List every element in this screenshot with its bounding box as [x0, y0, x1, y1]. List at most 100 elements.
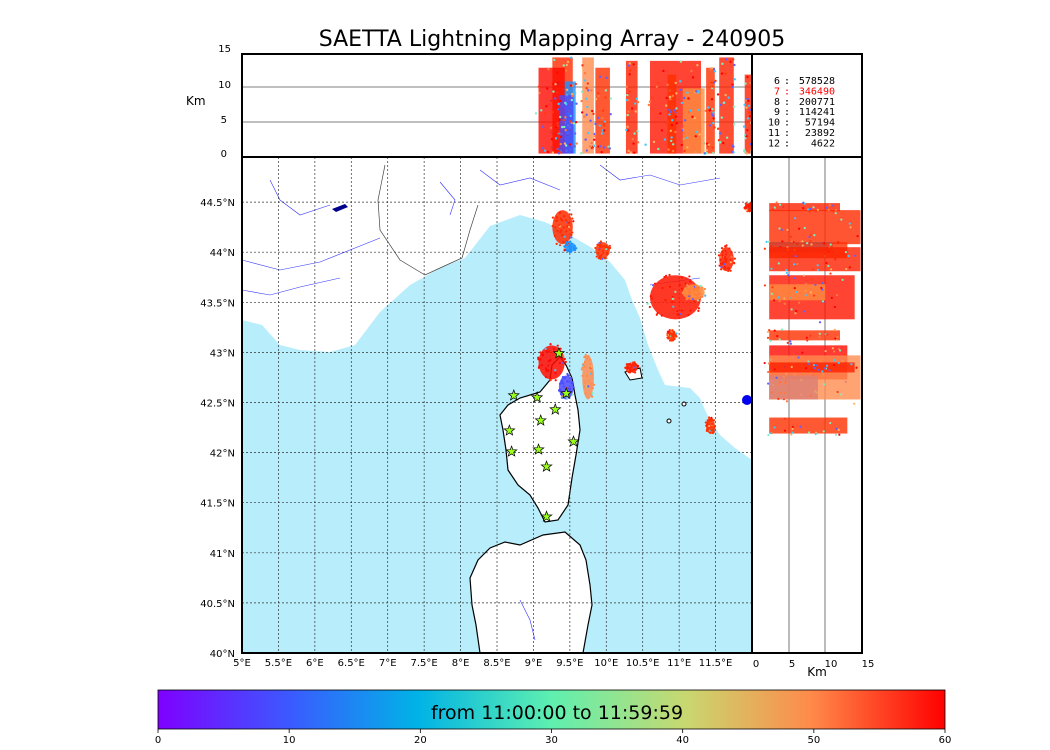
- lightning-source-point: [717, 254, 721, 257]
- side-source-point: [820, 286, 823, 290]
- lightning-source-point: [744, 202, 747, 205]
- side-source-point: [821, 300, 825, 303]
- altitude-source-point: [543, 149, 547, 152]
- lightning-source-point: [676, 310, 679, 313]
- altitude-source-point: [537, 85, 541, 88]
- altitude-source-point: [592, 144, 596, 148]
- altitude-source-point: [686, 146, 689, 149]
- lightning-source-point: [566, 396, 569, 400]
- altitude-source-point: [563, 125, 566, 129]
- lightning-source-point: [709, 418, 712, 422]
- lightning-source-point: [591, 392, 594, 395]
- lightning-source-point: [703, 287, 706, 291]
- station-star: [507, 389, 520, 401]
- altitude-source-point: [669, 98, 672, 101]
- lightning-source-point: [648, 305, 651, 309]
- lightning-source-point: [719, 262, 722, 265]
- lightning-source-point: [567, 225, 571, 229]
- altitude-source-point: [731, 83, 734, 86]
- side-source-point: [818, 321, 822, 324]
- altitude-source-point: [598, 75, 602, 79]
- lightning-source-point: [571, 217, 574, 220]
- lightning-source-point: [668, 273, 671, 277]
- side-source-point: [773, 368, 776, 371]
- altitude-source-point: [691, 132, 694, 136]
- lightning-source-point: [554, 226, 557, 229]
- lightning-source-point: [563, 235, 566, 238]
- lightning-source-point: [555, 242, 558, 245]
- station-count-n: 10: [768, 118, 780, 129]
- altitude-source-point: [712, 151, 715, 155]
- lightning-source-point: [570, 245, 573, 248]
- lightning-source-point: [599, 240, 603, 243]
- y-tick-label: 44°N: [210, 248, 235, 259]
- side-source-point: [825, 206, 828, 209]
- lightning-source-point: [565, 230, 568, 233]
- lightning-source-point: [569, 250, 572, 254]
- altitude-source-point: [594, 122, 597, 126]
- lightning-source-point: [561, 379, 564, 382]
- lightning-source-point: [744, 205, 747, 208]
- side-source-point: [806, 208, 810, 211]
- station-count-sep: :: [784, 118, 790, 129]
- altitude-source-point: [574, 82, 577, 86]
- lightning-source-point: [562, 385, 565, 388]
- station-count-n: 12: [768, 138, 780, 149]
- lightning-source-point: [665, 274, 668, 277]
- altitude-source-point: [569, 56, 573, 59]
- lightning-source-point: [729, 260, 732, 264]
- lightning-source-point: [560, 361, 563, 365]
- lightning-source-point: [689, 309, 692, 312]
- side-source-point: [844, 250, 847, 254]
- altitude-source-point: [683, 149, 686, 153]
- lightning-source-point: [562, 240, 565, 244]
- altitude-source-point: [742, 125, 746, 128]
- side-source-point: [763, 284, 766, 287]
- side-source-point: [826, 372, 829, 375]
- altitude-source-point: [708, 124, 712, 127]
- lightning-source-point: [685, 291, 689, 295]
- lightning-source-point: [690, 289, 694, 292]
- side-source-point: [778, 338, 781, 341]
- lightning-source-point: [710, 422, 714, 426]
- lightning-source-point: [628, 370, 631, 373]
- side-source-point: [822, 430, 825, 433]
- altitude-source-point: [573, 91, 577, 95]
- x-tick-label: 8°E: [452, 658, 470, 669]
- lightning-source-point: [590, 365, 593, 368]
- lightning-source-point: [552, 347, 556, 350]
- lightning-source-point: [672, 305, 675, 308]
- alt-ylabel: Km: [186, 94, 206, 108]
- altitude-source-point: [694, 135, 697, 138]
- altitude-source-point: [581, 67, 585, 70]
- side-source-point: [796, 262, 799, 266]
- lightning-source-point: [591, 395, 594, 398]
- altitude-source-point: [565, 102, 568, 106]
- side-source-point: [813, 366, 816, 370]
- altitude-source-point: [674, 115, 678, 118]
- side-source-point: [789, 342, 793, 345]
- lightning-source-point: [542, 369, 545, 373]
- side-source-point: [794, 254, 797, 258]
- lightning-source-point: [696, 299, 699, 302]
- lightning-source-point: [584, 392, 587, 395]
- altitude-source-point: [691, 76, 695, 79]
- side-source-point: [824, 350, 827, 353]
- altitude-source-point: [550, 138, 554, 141]
- lightning-source-point: [713, 425, 716, 428]
- altitude-source-point: [583, 79, 587, 82]
- altitude-source-point: [680, 129, 684, 132]
- side-source-point: [790, 308, 793, 311]
- side-source-point: [766, 330, 770, 334]
- lightning-source-point: [590, 370, 593, 374]
- lightning-source-point: [664, 299, 667, 302]
- side-source-point: [825, 364, 829, 367]
- side-source-point: [854, 254, 857, 257]
- altitude-source-point: [546, 87, 549, 90]
- side-source-point: [785, 271, 789, 274]
- lightning-source-point: [551, 216, 555, 219]
- altitude-source-point: [632, 63, 635, 66]
- lightning-source-point: [646, 302, 649, 305]
- side-source-point: [767, 370, 770, 374]
- lightning-source-point: [711, 431, 715, 435]
